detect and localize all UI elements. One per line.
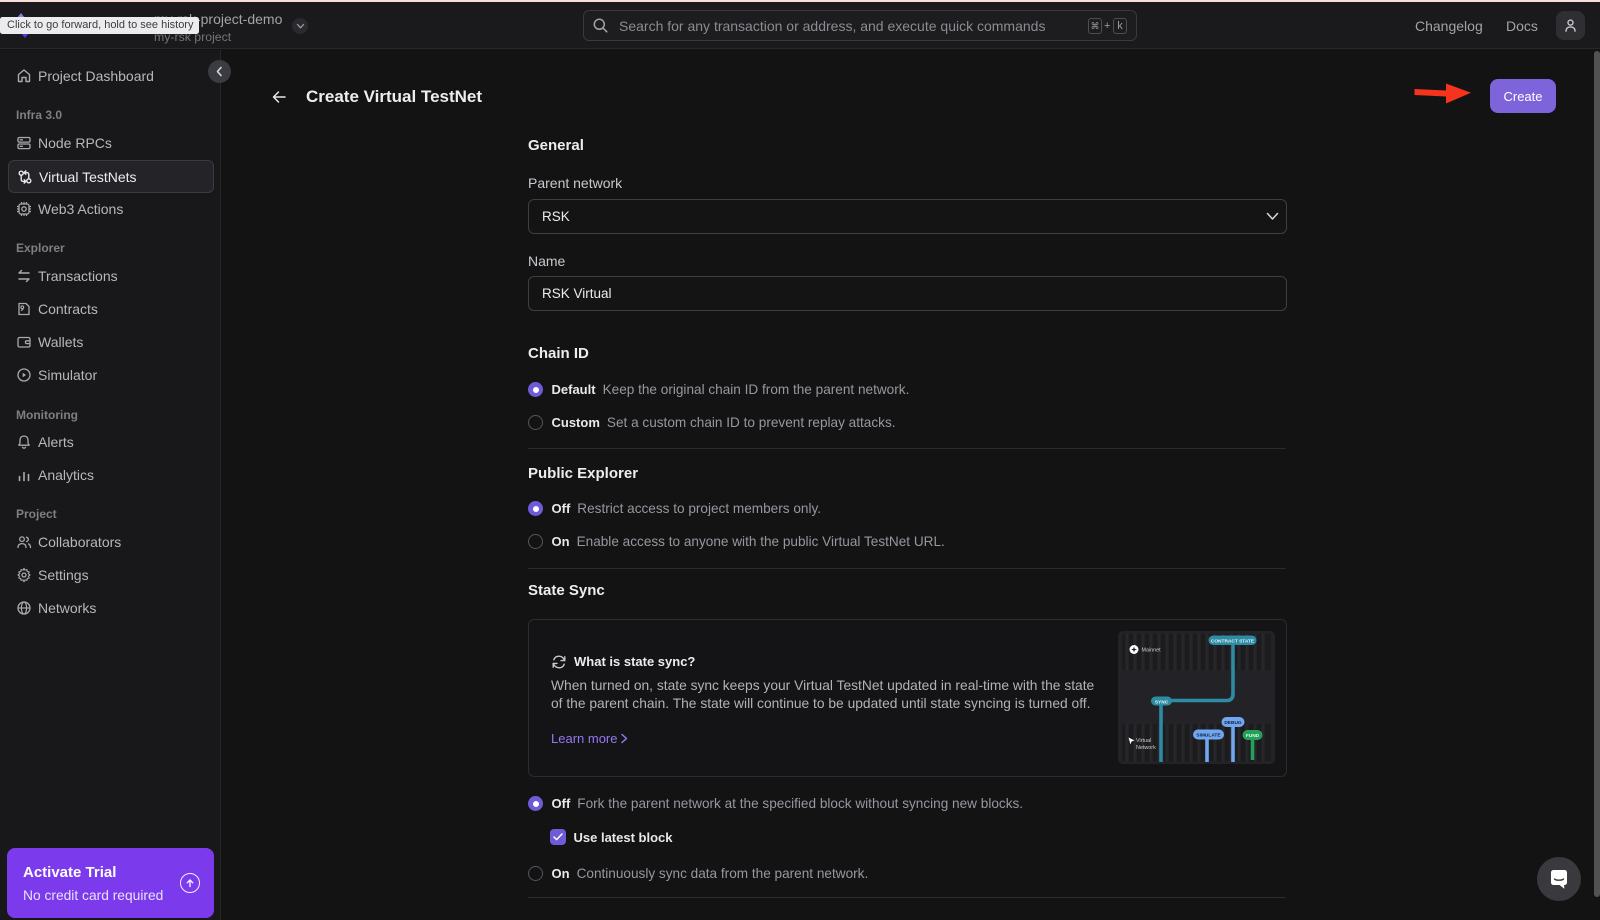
svg-text:Mainnet: Mainnet: [1142, 648, 1162, 654]
svg-text:SIMULATE: SIMULATE: [1196, 733, 1221, 739]
svg-text:Network: Network: [1136, 745, 1156, 751]
svg-text:DEBUG: DEBUG: [1224, 720, 1242, 726]
svg-text:Virtual: Virtual: [1136, 738, 1151, 744]
svg-text:SYNC: SYNC: [1155, 699, 1169, 705]
svg-text:CONTRACT STATE: CONTRACT STATE: [1211, 639, 1255, 645]
svg-text:FUND: FUND: [1246, 733, 1260, 739]
